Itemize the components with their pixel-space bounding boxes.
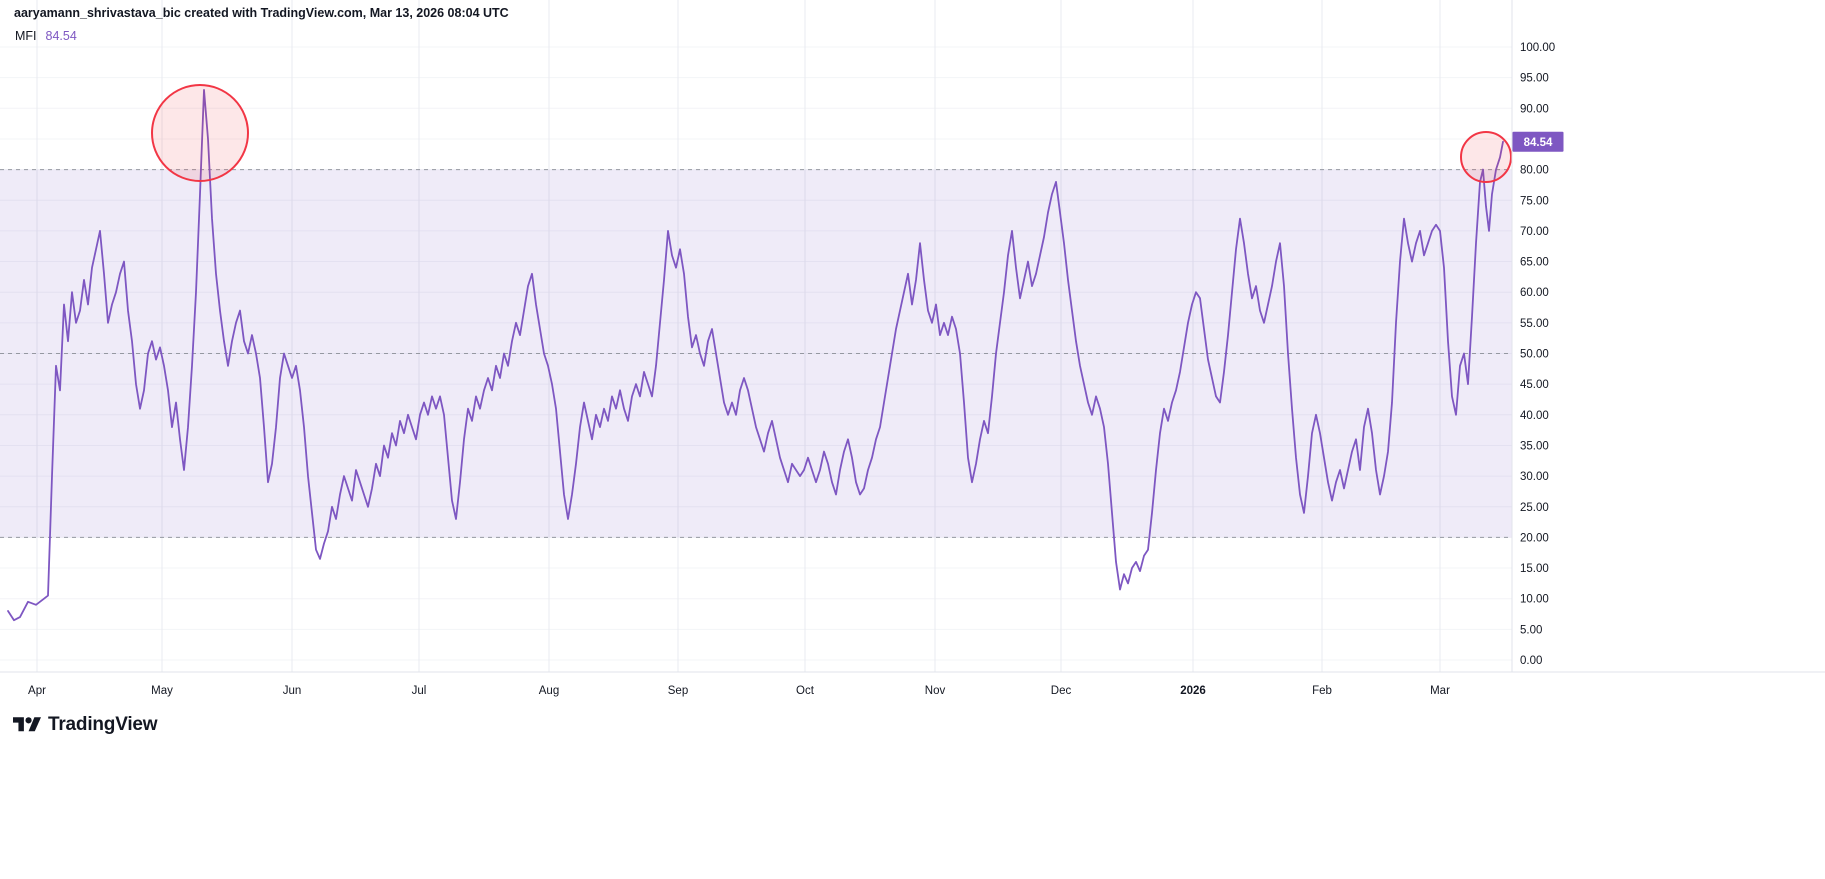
y-axis-label: 25.00 xyxy=(1520,502,1549,514)
indicator-value: 84.54 xyxy=(45,29,77,43)
y-axis-label: 55.00 xyxy=(1520,318,1549,330)
x-axis-label: 2026 xyxy=(1180,685,1206,697)
time-scale[interactable]: Apr May Jun Jul Aug Sep Oct Nov Dec 2026 Feb Mar xyxy=(28,685,1450,697)
y-axis-label: 100.00 xyxy=(1520,42,1555,54)
x-axis-label: Aug xyxy=(539,685,559,697)
y-axis-label: 40.00 xyxy=(1520,410,1549,422)
y-axis-label: 95.00 xyxy=(1520,73,1549,85)
x-axis-label: Oct xyxy=(796,685,815,697)
grid xyxy=(0,0,1512,672)
x-axis-label: Jun xyxy=(283,685,302,697)
indicator-band xyxy=(0,169,1512,538)
y-axis-label: 80.00 xyxy=(1520,165,1549,177)
highlight-circle xyxy=(1460,131,1512,183)
y-axis-label: 15.00 xyxy=(1520,563,1549,575)
x-axis-label: Feb xyxy=(1312,685,1332,697)
x-axis-label: Sep xyxy=(668,685,688,697)
y-axis-label: 30.00 xyxy=(1520,471,1549,483)
y-axis-label: 65.00 xyxy=(1520,257,1549,269)
price-label-text: 84.54 xyxy=(1524,137,1553,149)
tradingview-brand-text: TradingView xyxy=(48,714,158,735)
highlight-circle xyxy=(151,84,249,182)
indicator-legend[interactable]: MFI 84.54 xyxy=(15,29,77,43)
mfi-line xyxy=(7,89,1504,622)
attribution-text: aaryamann_shrivastava_bic created with T… xyxy=(14,6,509,20)
y-axis-label: 5.00 xyxy=(1520,624,1542,636)
x-axis-label: Nov xyxy=(925,685,946,697)
y-axis-label: 20.00 xyxy=(1520,532,1549,544)
x-axis-label: Jul xyxy=(412,685,427,697)
tradingview-logo[interactable]: TradingView xyxy=(13,714,158,736)
y-axis-label: 90.00 xyxy=(1520,103,1549,115)
price-label-badge: 84.54 xyxy=(1512,131,1564,152)
y-axis-label: 60.00 xyxy=(1520,287,1549,299)
x-axis-label: May xyxy=(151,685,173,697)
y-axis-label: 45.00 xyxy=(1520,379,1549,391)
y-axis-label: 0.00 xyxy=(1520,655,1542,667)
indicator-name: MFI xyxy=(15,29,37,43)
x-axis-label: Apr xyxy=(28,685,46,697)
y-axis-label: 10.00 xyxy=(1520,594,1549,606)
y-axis-label: 70.00 xyxy=(1520,226,1549,238)
tradingview-logo-icon xyxy=(13,717,41,732)
y-axis-label: 50.00 xyxy=(1520,349,1549,361)
x-axis-label: Mar xyxy=(1430,685,1450,697)
y-axis-label: 75.00 xyxy=(1520,195,1549,207)
y-axis-label: 35.00 xyxy=(1520,440,1549,452)
chart-pane[interactable]: 100.0095.0090.0085.0080.0075.0070.0065.0… xyxy=(0,0,1825,706)
x-axis-label: Dec xyxy=(1051,685,1072,697)
